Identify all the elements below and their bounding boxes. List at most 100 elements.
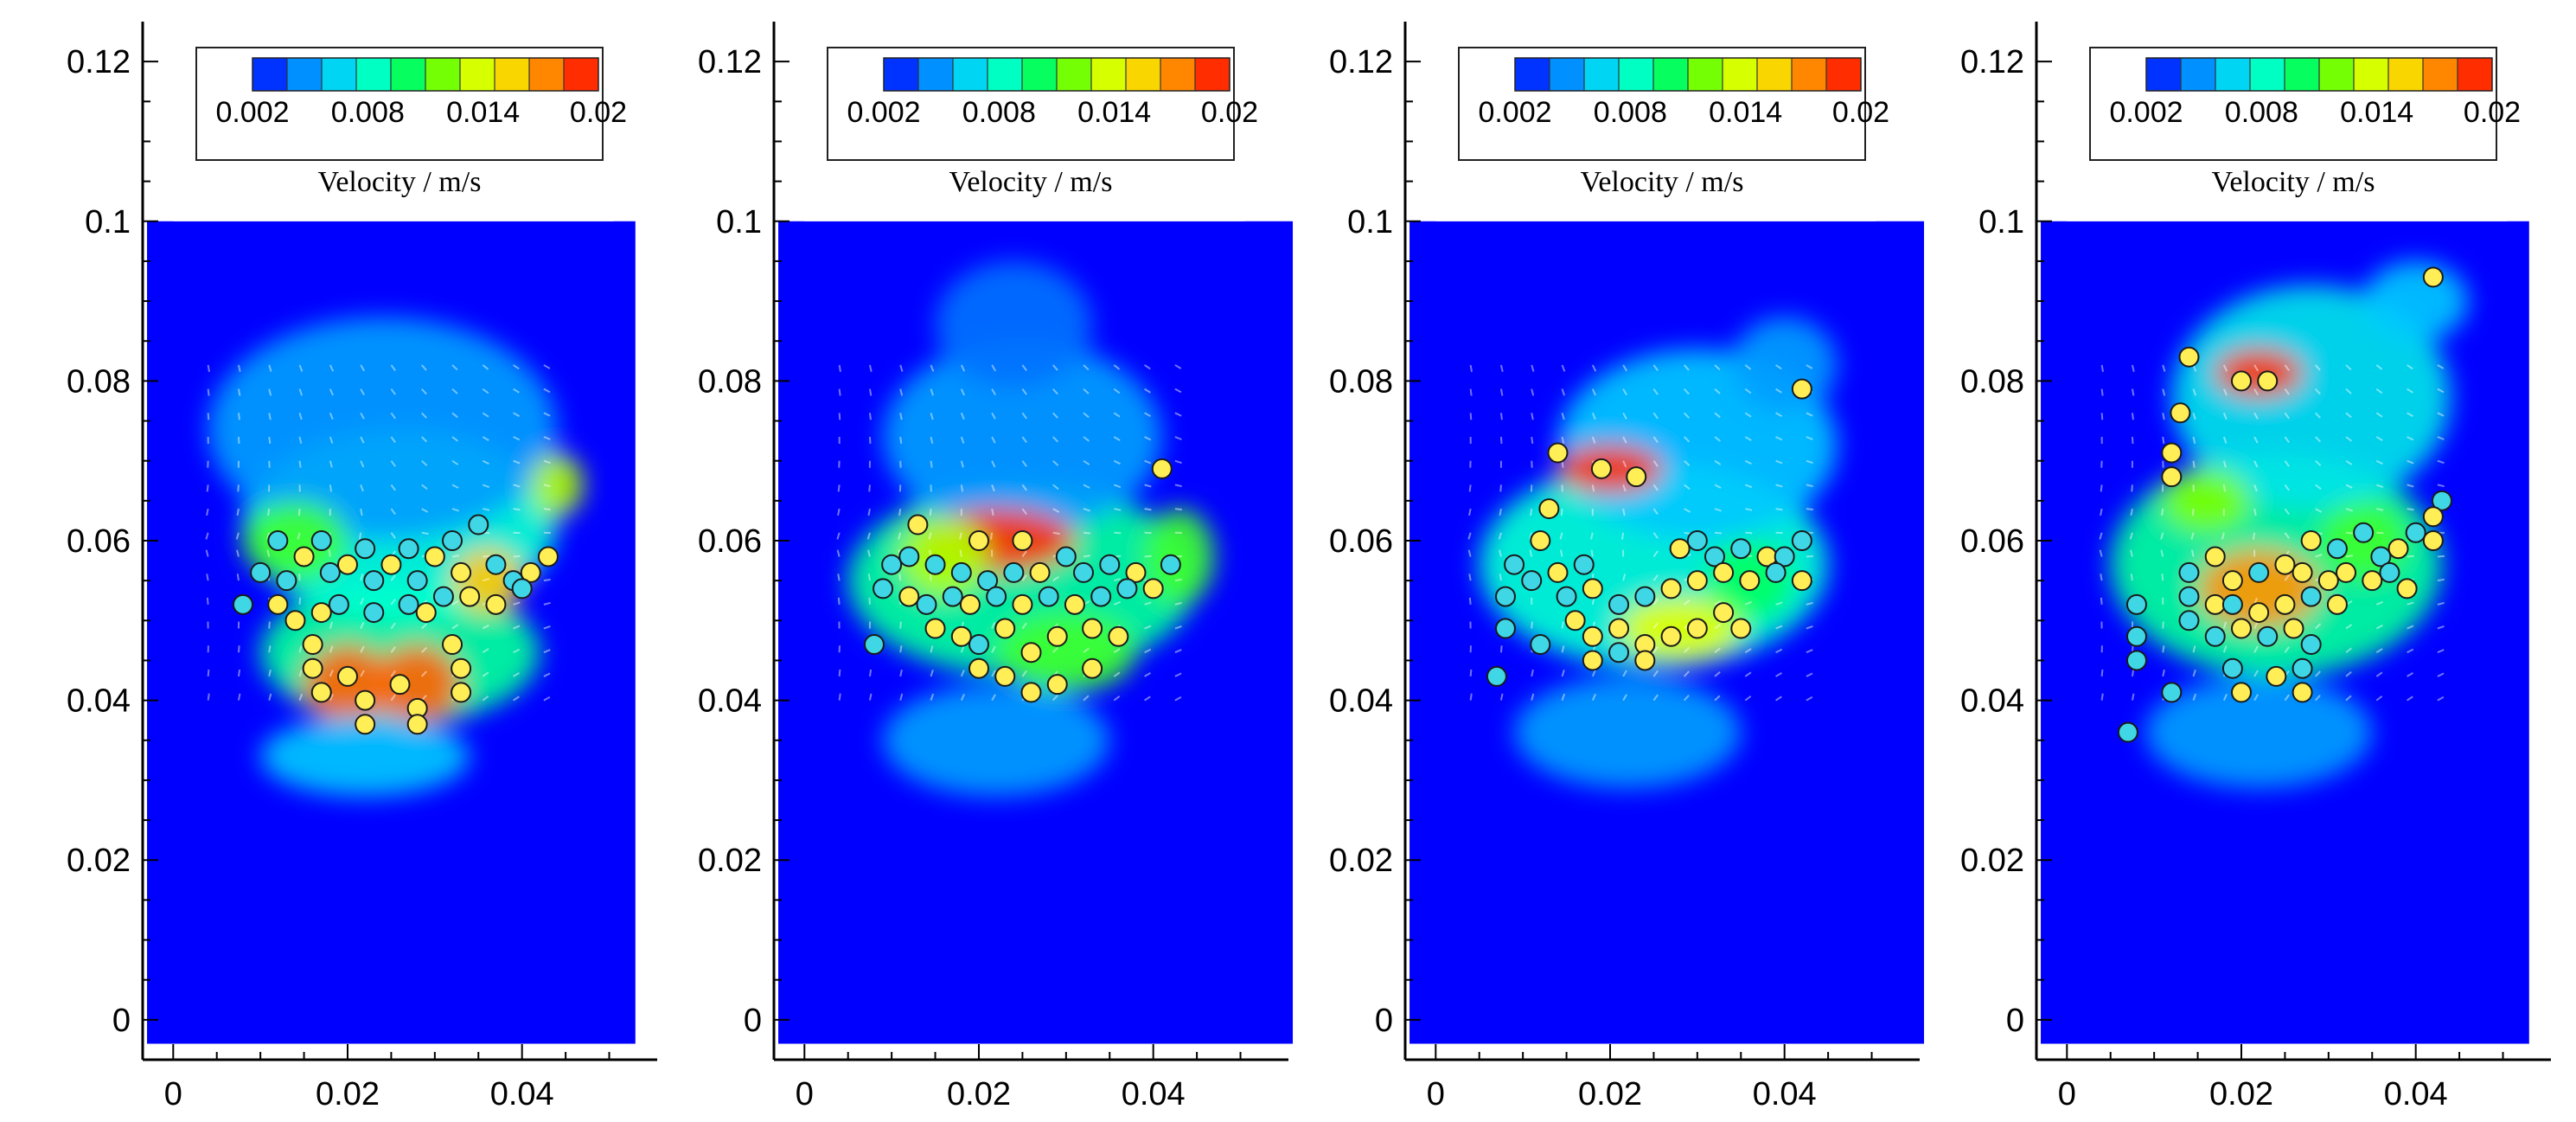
velocity-vector — [1113, 388, 1121, 394]
velocity-vector — [329, 645, 334, 653]
particle-yellow — [2204, 593, 2226, 615]
velocity-vector — [390, 412, 396, 420]
velocity-vector — [838, 413, 841, 420]
velocity-vector — [451, 436, 458, 442]
velocity-vector — [1714, 484, 1722, 489]
velocity-vector — [207, 669, 210, 677]
velocity-vector — [513, 484, 521, 488]
velocity-vector — [1775, 364, 1782, 370]
velocity-vector — [1806, 696, 1813, 702]
particle-yellow — [1608, 618, 1630, 639]
velocity-vector — [1144, 412, 1152, 418]
velocity-vector — [513, 696, 520, 702]
velocity-vector — [1775, 436, 1783, 441]
velocity-vector — [268, 413, 272, 420]
particle-yellow — [451, 682, 472, 703]
velocity-vector — [1744, 484, 1753, 489]
velocity-vector — [482, 671, 489, 677]
velocity-vector — [838, 388, 841, 396]
colorbar-title: Velocity / m/s — [949, 166, 1113, 198]
colorbar-band — [1195, 58, 1230, 91]
velocity-vector — [1806, 601, 1813, 606]
velocity-vector — [513, 601, 521, 606]
y-tick-label: 0 — [1375, 1003, 1393, 1039]
velocity-vector — [2160, 549, 2164, 557]
velocity-vector — [2345, 364, 2352, 371]
velocity-vector — [358, 532, 362, 540]
velocity-vector — [2253, 460, 2259, 468]
velocity-vector — [898, 508, 902, 516]
y-tick-label: 0.06 — [698, 523, 762, 560]
particle-group — [1486, 378, 1812, 687]
velocity-vector — [1051, 412, 1058, 419]
particle-yellow — [2336, 561, 2357, 583]
velocity-vector — [421, 484, 428, 490]
velocity-vector — [390, 574, 396, 581]
velocity-vector — [2222, 645, 2228, 653]
velocity-vector — [2284, 508, 2290, 516]
velocity-vector — [2192, 669, 2196, 677]
y-tick-label: 0.1 — [716, 204, 762, 240]
colorbar-band — [1792, 58, 1827, 91]
particle-yellow — [898, 586, 920, 607]
velocity-vector — [2407, 672, 2414, 677]
velocity-vector — [513, 388, 520, 394]
velocity-vector — [2131, 693, 2135, 701]
velocity-vector — [1499, 645, 1503, 653]
velocity-vector — [1714, 459, 1722, 465]
colorbar-band — [425, 58, 461, 91]
particle-yellow — [968, 657, 989, 679]
particle-cyan — [1765, 561, 1787, 583]
particle-yellow — [1012, 530, 1033, 551]
velocity-vector — [2437, 696, 2445, 702]
particle-yellow — [520, 561, 541, 583]
velocity-vector — [2345, 508, 2353, 512]
velocity-vector — [1469, 364, 1473, 372]
velocity-vector — [960, 645, 965, 653]
particle-cyan — [363, 602, 385, 624]
colorbar-band — [2250, 58, 2285, 91]
velocity-vector — [237, 413, 240, 420]
velocity-vector — [1806, 555, 1813, 558]
particle-cyan — [2161, 682, 2183, 703]
particle-cyan — [250, 561, 272, 583]
velocity-vector — [390, 646, 396, 653]
velocity-vector — [1744, 412, 1752, 418]
velocity-vector — [1113, 695, 1121, 702]
particle-cyan — [942, 586, 963, 607]
velocity-vector — [929, 508, 932, 516]
velocity-vector — [1531, 693, 1535, 701]
velocity-vector — [1714, 436, 1721, 442]
velocity-vector — [868, 364, 873, 372]
velocity-vector — [2252, 532, 2256, 540]
velocity-vector — [1499, 436, 1503, 445]
particle-yellow — [959, 593, 981, 615]
y-tick-label: 0 — [2006, 1003, 2024, 1039]
colorbar-legend: 0.002 0.008 0.014 0.02 Velocity / m/s — [827, 47, 1258, 198]
particle-cyan — [2248, 561, 2270, 583]
particle-yellow — [2257, 370, 2279, 392]
colorbar-band — [2285, 58, 2320, 91]
velocity-vector — [1561, 645, 1565, 653]
velocity-vector — [1590, 532, 1594, 540]
velocity-vector — [2375, 600, 2384, 606]
velocity-vector — [1021, 550, 1027, 558]
velocity-vector — [2345, 647, 2352, 654]
velocity-vector — [1652, 646, 1659, 653]
velocity-vector — [1622, 508, 1626, 516]
velocity-vector — [837, 484, 841, 492]
velocity-vector — [1775, 459, 1783, 465]
velocity-vector — [236, 574, 240, 581]
particle-cyan — [1791, 530, 1812, 551]
velocity-vector — [2345, 531, 2354, 535]
velocity-spot-9 — [260, 716, 470, 797]
particle-cyan — [363, 570, 385, 592]
velocity-vector — [1652, 574, 1659, 581]
velocity-vector — [1468, 508, 1472, 516]
particle-cyan — [232, 593, 253, 615]
velocity-vector — [1083, 459, 1090, 465]
particle-cyan — [468, 514, 489, 535]
velocity-vector — [1021, 364, 1027, 371]
velocity-vector — [1714, 531, 1723, 535]
velocity-vector — [543, 484, 551, 488]
